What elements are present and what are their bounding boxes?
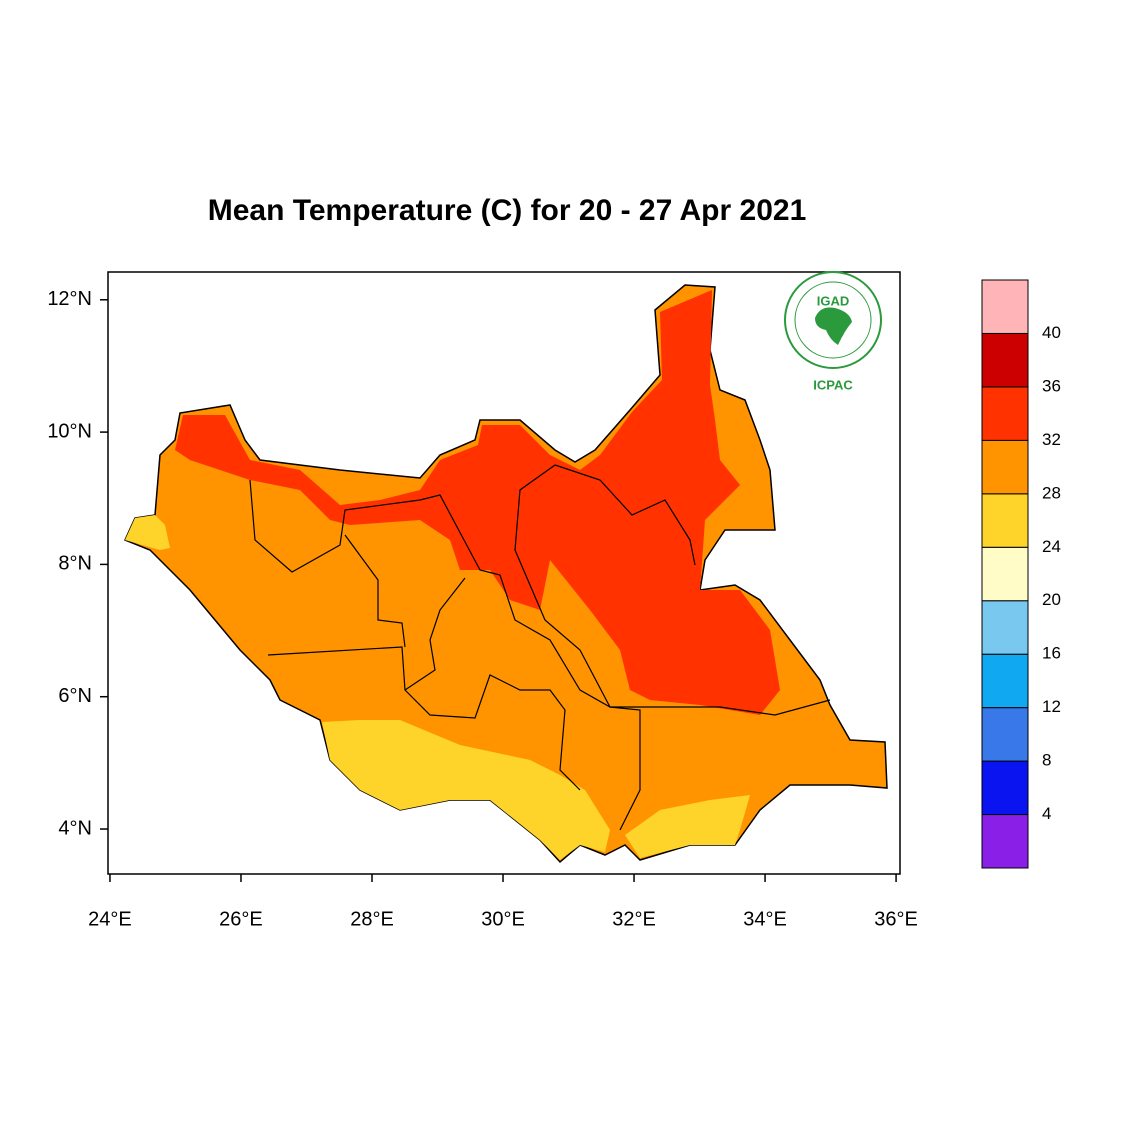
colorbar-label: 40 (1042, 323, 1061, 342)
colorbar-label: 24 (1042, 537, 1061, 556)
x-tick-label: 24°E (88, 908, 132, 930)
colorbar-box (981, 493, 1029, 548)
colorbar-label: 32 (1042, 430, 1061, 449)
state-border (514, 464, 641, 831)
cool-zone-south (322, 720, 610, 860)
x-tick-label: 26°E (219, 908, 263, 930)
y-tick-label: 6°N (58, 685, 92, 707)
colorbar-label: 28 (1042, 483, 1061, 502)
x-tick-label: 30°E (481, 908, 525, 930)
colorbar-box (981, 653, 1029, 709)
x-tick-label: 34°E (743, 908, 787, 930)
state-border (344, 534, 406, 648)
logo-africa (815, 307, 852, 345)
colorbar-box (981, 760, 1029, 816)
colorbar-box (981, 439, 1029, 495)
logo: IGAD ICPAC (784, 271, 882, 392)
chart-title: Mean Temperature (C) for 20 - 27 Apr 202… (208, 194, 807, 227)
x-tick-label: 32°E (612, 908, 656, 930)
state-border (404, 577, 466, 691)
colorbar-box (981, 332, 1029, 388)
colorbar-box (981, 386, 1029, 441)
x-tick-label: 28°E (350, 908, 394, 930)
hot-zone-north (175, 290, 780, 715)
state-border (554, 464, 696, 566)
logo-name: IGAD (817, 293, 850, 308)
state-border (267, 646, 581, 791)
colorbar-box (981, 707, 1029, 762)
colorbar-box (981, 279, 1029, 334)
colorbar-box (981, 546, 1029, 602)
y-tick-label: 4°N (58, 817, 92, 839)
logo-caption: ICPAC (813, 377, 853, 392)
colorbar-label: 36 (1042, 376, 1061, 395)
plot-frame (107, 271, 901, 875)
y-tick-label: 8°N (58, 553, 92, 575)
map (123, 284, 888, 864)
y-tick-label: 10°N (47, 420, 92, 442)
state-border (249, 479, 831, 716)
colorbar-label: 20 (1042, 590, 1061, 609)
colorbar-box (981, 600, 1029, 655)
colorbar-label: 16 (1042, 644, 1061, 663)
cool-zone-west (125, 515, 170, 550)
logo-inner-ring (794, 281, 872, 359)
colorbar-label: 4 (1042, 804, 1051, 823)
x-tick-label: 36°E (874, 908, 918, 930)
y-tick-label: 12°N (47, 288, 92, 310)
colorbar-label: 12 (1042, 697, 1061, 716)
colorbar-label: 8 (1042, 751, 1051, 770)
cool-zone-southeast (625, 795, 750, 858)
colorbar-box (981, 814, 1029, 869)
